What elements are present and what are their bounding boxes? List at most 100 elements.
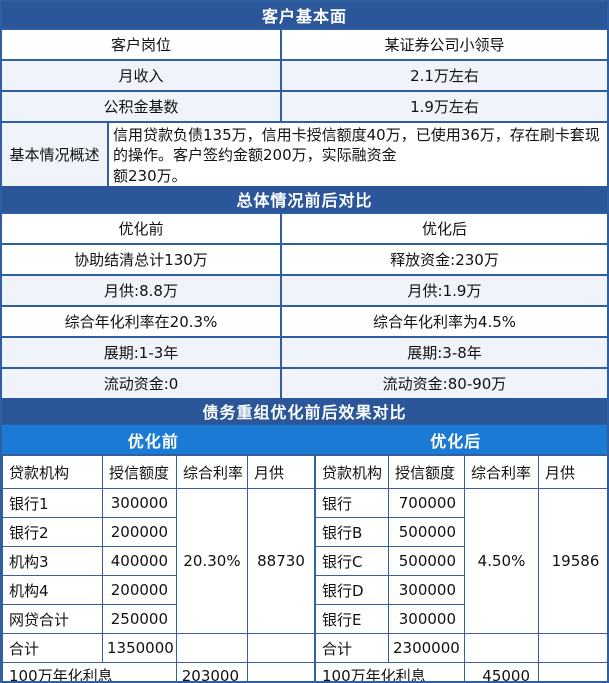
basics-income-value: 2.1万左右 (410, 67, 479, 85)
basics-section-title: 客户基本面 (2, 2, 607, 28)
detail-before-label: 优化前 (127, 431, 179, 451)
basics-position-value: 某证券公司小领导 (384, 36, 505, 54)
credit-value: 300000 (102, 488, 177, 518)
table-row: 网贷合计 250000 (2, 604, 315, 634)
col-lender: 贷款机构 (315, 455, 389, 489)
table-row: 机构4 200000 (2, 575, 315, 605)
interest-label: 100万年化利息 (2, 662, 177, 681)
lender-name: 银行 (315, 488, 389, 518)
compare-term-before: 展期:1-3年 (2, 338, 282, 367)
col-lender: 贷款机构 (2, 455, 103, 489)
before-monthly-merged: 88730 (247, 488, 315, 634)
compare-after-header: 优化后 (421, 220, 467, 238)
before-rate-merged: 20.30% (176, 488, 248, 634)
interest-value: 203000 (176, 662, 248, 681)
col-monthly: 月供 (538, 455, 607, 489)
credit-value: 700000 (388, 488, 465, 518)
total-credit: 1350000 (102, 633, 177, 663)
col-rate: 综合利率 (176, 455, 248, 489)
compare-row-settle: 协助结清总计130万 释放资金:230万 (2, 243, 607, 274)
basics-row-fund: 公积金基数 1.9万左右 (2, 90, 607, 121)
lender-name: 银行C (315, 546, 389, 576)
compare-monthly-before: 月供:8.8万 (2, 276, 282, 305)
col-credit: 授信额度 (388, 455, 465, 489)
empty-cell (538, 662, 607, 681)
detail-after-label: 优化后 (430, 431, 482, 451)
credit-value: 200000 (102, 517, 177, 547)
basics-row-income: 月收入 2.1万左右 (2, 59, 607, 90)
basics-overview-row: 基本情况概述 信用贷款负债135万，信用卡授信额度40万，已使用36万，存在刷卡… (2, 121, 607, 186)
compare-liquidity-after: 流动资金:80-90万 (382, 375, 507, 393)
before-total-row: 合计 1350000 (2, 633, 315, 663)
empty-cell (247, 662, 315, 681)
credit-value: 500000 (388, 517, 465, 547)
compare-monthly-after: 月供:1.9万 (407, 282, 482, 300)
interest-value: 45000 (464, 662, 539, 681)
table-row: 银行C 500000 (315, 546, 608, 576)
after-rate-merged: 4.50% (464, 488, 539, 634)
credit-value: 250000 (102, 604, 177, 634)
total-credit: 2300000 (388, 633, 465, 663)
detail-tables: 贷款机构 授信额度 综合利率 月供 银行1 300000 20.30% 8873… (2, 454, 608, 681)
overview-text: 信用贷款负债135万，信用卡授信额度40万，已使用36万，存在刷卡套现的操作。客… (113, 126, 600, 185)
after-monthly-merged: 19586 (538, 488, 607, 634)
compare-header-row: 优化前 优化后 (2, 212, 607, 243)
after-loan-table: 贷款机构 授信额度 综合利率 月供 银行 700000 4.50% 19586 … (315, 455, 608, 681)
table-row: 银行 700000 4.50% 19586 (315, 488, 607, 634)
compare-row-term: 展期:1-3年 展期:3-8年 (2, 336, 607, 367)
compare-section-title: 总体情况前后对比 (2, 186, 607, 212)
detail-section-title: 债务重组优化前后效果对比 (2, 398, 607, 424)
col-rate: 综合利率 (464, 455, 539, 489)
table-row: 银行2 200000 (2, 517, 315, 547)
credit-value: 200000 (102, 575, 177, 605)
basics-position-label: 客户岗位 (2, 30, 282, 59)
detail-subheader: 优化前 优化后 (2, 424, 607, 454)
compare-rate-after: 综合年化利率为4.5% (372, 313, 517, 331)
lender-name: 银行B (315, 517, 389, 547)
empty-cell (464, 633, 539, 663)
lender-name: 银行E (315, 604, 389, 634)
credit-value: 300000 (388, 575, 465, 605)
after-interest-row: 100万年化利息 45000 (315, 662, 607, 681)
empty-cell (247, 633, 315, 663)
lender-name: 机构4 (2, 575, 103, 605)
basics-income-label: 月收入 (2, 61, 282, 90)
compare-settle-before: 协助结清总计130万 (2, 245, 282, 274)
col-monthly: 月供 (247, 455, 315, 489)
before-table-header-row: 贷款机构 授信额度 综合利率 月供 (2, 455, 315, 489)
compare-row-monthly: 月供:8.8万 月供:1.9万 (2, 274, 607, 305)
lender-name: 银行1 (2, 488, 103, 518)
compare-settle-after: 释放资金:230万 (390, 251, 499, 269)
basics-fund-label: 公积金基数 (2, 92, 282, 121)
total-label: 合计 (2, 633, 103, 663)
interest-label: 100万年化利息 (315, 662, 465, 681)
before-interest-row: 100万年化利息 203000 (2, 662, 315, 681)
col-credit: 授信额度 (102, 455, 177, 489)
credit-value: 500000 (388, 546, 465, 576)
compare-liquidity-before: 流动资金:0 (2, 369, 282, 398)
overview-label: 基本情况概述 (2, 123, 109, 186)
before-loan-table: 贷款机构 授信额度 综合利率 月供 银行1 300000 20.30% 8873… (2, 455, 315, 681)
compare-before-header: 优化前 (2, 214, 282, 243)
credit-value: 400000 (102, 546, 177, 576)
empty-cell (538, 633, 607, 663)
lender-name: 银行D (315, 575, 389, 605)
lender-name: 网贷合计 (2, 604, 103, 634)
basics-fund-value: 1.9万左右 (410, 98, 479, 116)
total-label: 合计 (315, 633, 389, 663)
credit-value: 300000 (388, 604, 465, 634)
lender-name: 机构3 (2, 546, 103, 576)
compare-term-after: 展期:3-8年 (407, 344, 482, 362)
after-total-row: 合计 2300000 (315, 633, 607, 663)
table-row: 银行B 500000 (315, 517, 608, 547)
table-row: 银行1 300000 20.30% 88730 (2, 488, 315, 634)
after-table-header-row: 贷款机构 授信额度 综合利率 月供 (315, 455, 607, 489)
empty-cell (176, 633, 248, 663)
table-row: 银行E 300000 (315, 604, 608, 634)
compare-rate-before: 综合年化利率在20.3% (2, 307, 282, 336)
table-row: 银行D 300000 (315, 575, 608, 605)
lender-name: 银行2 (2, 517, 103, 547)
compare-row-liquidity: 流动资金:0 流动资金:80-90万 (2, 367, 607, 398)
table-row: 机构3 400000 (2, 546, 315, 576)
